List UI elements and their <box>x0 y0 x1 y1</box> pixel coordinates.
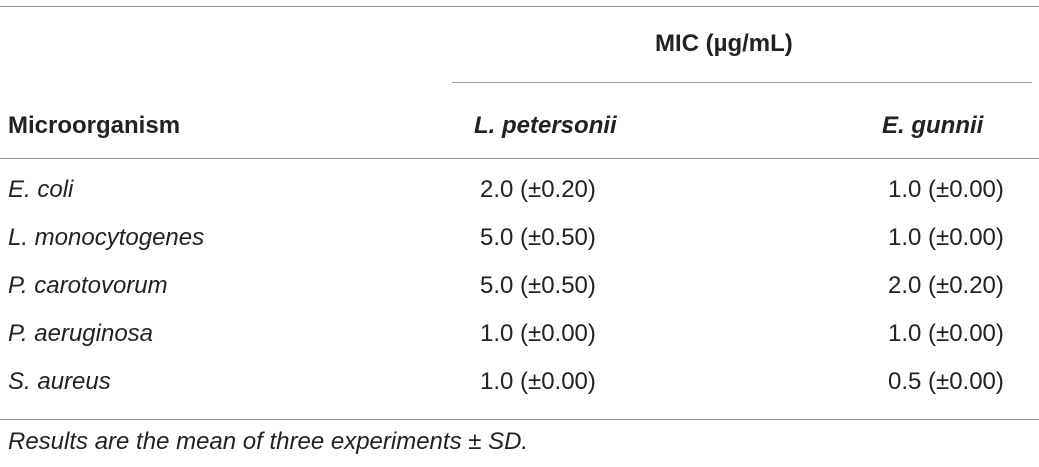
cell-organism: L. monocytogenes <box>8 224 205 251</box>
cell-value: 1.0 (±0.00) <box>888 224 1004 251</box>
column-header: E. gunnii <box>882 112 984 139</box>
column-header: Microorganism <box>8 112 181 139</box>
rule <box>452 82 1032 83</box>
cell-value: 5.0 (±0.50) <box>480 272 596 299</box>
rule <box>0 6 1039 7</box>
cell-organism: S. aureus <box>8 368 111 395</box>
column-header: L. petersonii <box>474 112 617 139</box>
cell-organism: P. aeruginosa <box>8 320 154 347</box>
cell-organism: E. coli <box>8 176 74 203</box>
cell-value: 1.0 (±0.00) <box>480 320 596 347</box>
cell-value: 1.0 (±0.00) <box>480 368 596 395</box>
group-header: MIC (µg/mL) <box>655 30 793 57</box>
cell-value: 0.5 (±0.00) <box>888 368 1004 395</box>
cell-value: 2.0 (±0.20) <box>480 176 596 203</box>
rule <box>0 158 1039 159</box>
cell-value: 5.0 (±0.50) <box>480 224 596 251</box>
cell-value: 2.0 (±0.20) <box>888 272 1004 299</box>
footnote: Results are the mean of three experiment… <box>8 428 529 455</box>
rule <box>0 419 1039 420</box>
cell-organism: P. carotovorum <box>8 272 168 299</box>
cell-value: 1.0 (±0.00) <box>888 176 1004 203</box>
cell-value: 1.0 (±0.00) <box>888 320 1004 347</box>
